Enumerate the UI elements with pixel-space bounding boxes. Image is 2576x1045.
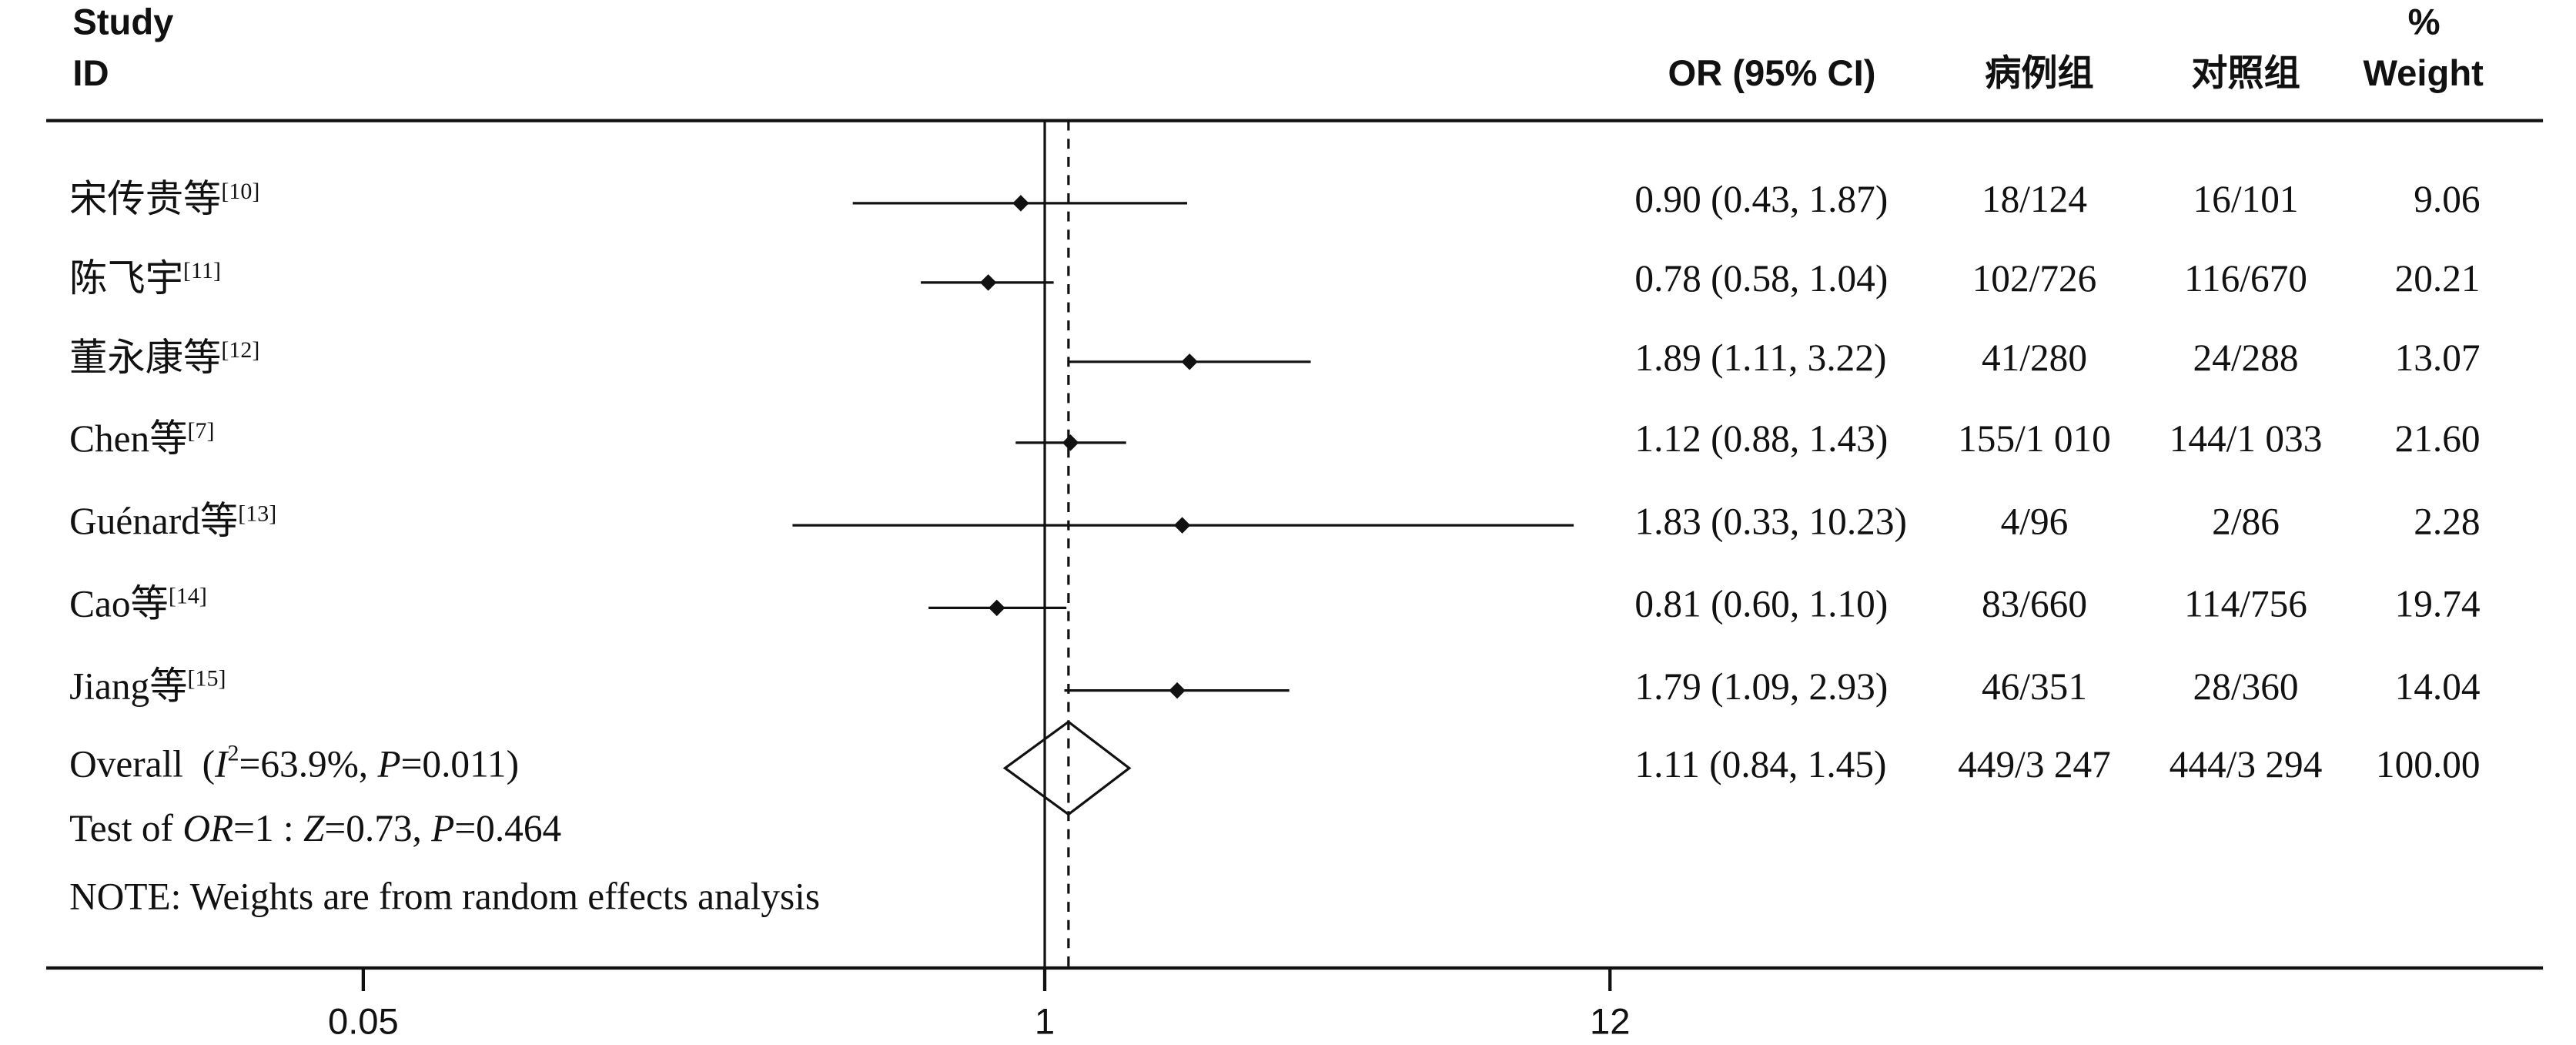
label-part: P (376, 743, 400, 785)
overall-control: 444/3 294 (2170, 743, 2323, 785)
control-count: 144/1 033 (2170, 417, 2323, 460)
header-case: 病例组 (1985, 52, 2094, 93)
weight: 9.06 (2414, 178, 2480, 220)
label-part: =63.9%, (239, 743, 378, 785)
row-label: Test of OR=1 : Z=0.73, P=0.464 (69, 807, 561, 849)
or-ci: 0.78 (0.58, 1.04) (1634, 257, 1888, 300)
header-or: OR (95% CI) (1668, 52, 1875, 93)
label-part: P (430, 807, 454, 849)
study-label: 董永康等[12] (69, 337, 259, 379)
label-part: =1 : (233, 807, 303, 849)
case-count: 155/1 010 (1958, 417, 2111, 460)
case-count: 46/351 (1982, 665, 2087, 708)
case-count: 4/96 (2001, 500, 2069, 542)
header-weight: Weight (2364, 52, 2484, 93)
note: NOTE: Weights are from random effects an… (69, 875, 820, 917)
control-count: 16/101 (2193, 178, 2299, 220)
study-name: 董永康等 (69, 337, 221, 379)
point-estimate (1181, 353, 1198, 370)
study-label: 宋传贵等[10] (69, 178, 259, 220)
study-label: Chen等[7] (69, 417, 214, 460)
weight: 14.04 (2395, 665, 2481, 708)
study-name: Cao等 (69, 583, 169, 625)
case-count: 41/280 (1982, 337, 2087, 379)
point-estimate (989, 599, 1005, 617)
point-estimate (979, 274, 997, 291)
study-ref: [10] (221, 179, 259, 204)
or-ci: 0.90 (0.43, 1.87) (1634, 178, 1888, 220)
weight: 2.28 (2414, 500, 2480, 542)
weight: 20.21 (2395, 257, 2481, 300)
header-id: ID (72, 52, 109, 93)
study-label: 陈飞宇[11] (69, 257, 221, 300)
overall-diamond (1002, 720, 1132, 816)
study-label: Cao等[14] (69, 583, 207, 625)
label-part: Test of (69, 807, 182, 849)
or-ci: 1.83 (0.33, 10.23) (1634, 500, 1907, 542)
study-ref: [13] (238, 501, 276, 526)
label-part: 2 (228, 740, 239, 765)
x-tick-label: 0.05 (328, 1000, 399, 1041)
or-ci: 1.89 (1.11, 3.22) (1634, 337, 1886, 379)
control-count: 28/360 (2193, 665, 2299, 708)
weight: 13.07 (2395, 337, 2481, 379)
label-part: OR (182, 807, 233, 849)
control-count: 2/86 (2212, 500, 2280, 542)
study-label: Guénard等[13] (69, 500, 276, 542)
point-estimate (1062, 434, 1079, 451)
or-ci: 1.12 (0.88, 1.43) (1634, 417, 1888, 460)
or-ci: 0.81 (0.60, 1.10) (1634, 583, 1888, 625)
study-ref: [7] (188, 418, 215, 444)
control-count: 24/288 (2193, 337, 2299, 379)
study-name: Jiang等 (69, 665, 187, 708)
control-count: 114/756 (2184, 583, 2307, 625)
study-name: Guénard等 (69, 500, 238, 542)
overall-weight: 100.00 (2376, 743, 2481, 785)
study-ref: [14] (169, 583, 207, 608)
point-estimate (1169, 682, 1186, 699)
study-ref: [12] (221, 337, 259, 363)
label-part: Overall ( (69, 743, 215, 785)
label-part: =0.464 (454, 807, 561, 849)
or-ci: 1.79 (1.09, 2.93) (1634, 665, 1888, 708)
study-ref: [11] (183, 258, 221, 283)
case-count: 18/124 (1982, 178, 2087, 220)
overall-or-ci: 1.11 (0.84, 1.45) (1634, 743, 1886, 785)
label-part: I (214, 743, 229, 785)
control-count: 116/670 (2184, 257, 2307, 300)
header-control: 对照组 (2191, 52, 2300, 93)
label-part: =0.011) (401, 743, 519, 785)
label-part: Z (303, 807, 325, 849)
overall-case: 449/3 247 (1958, 743, 2111, 785)
case-count: 83/660 (1982, 583, 2087, 625)
x-tick-label: 12 (1590, 1000, 1630, 1041)
study-name: 宋传贵等 (69, 178, 221, 220)
point-estimate (1173, 517, 1191, 534)
row-label: Overall (I2=63.9%, P=0.011) (69, 740, 519, 785)
study-name: Chen等 (69, 417, 187, 460)
x-tick-label: 1 (1035, 1000, 1055, 1041)
header-study: Study (72, 2, 173, 42)
study-name: 陈飞宇 (69, 257, 183, 300)
case-count: 102/726 (1972, 257, 2097, 300)
label-part: =0.73, (324, 807, 431, 849)
study-ref: [15] (188, 666, 226, 692)
weight: 19.74 (2395, 583, 2481, 625)
weight: 21.60 (2395, 417, 2481, 460)
header-percent: % (2408, 2, 2441, 42)
study-label: Jiang等[15] (69, 665, 226, 708)
